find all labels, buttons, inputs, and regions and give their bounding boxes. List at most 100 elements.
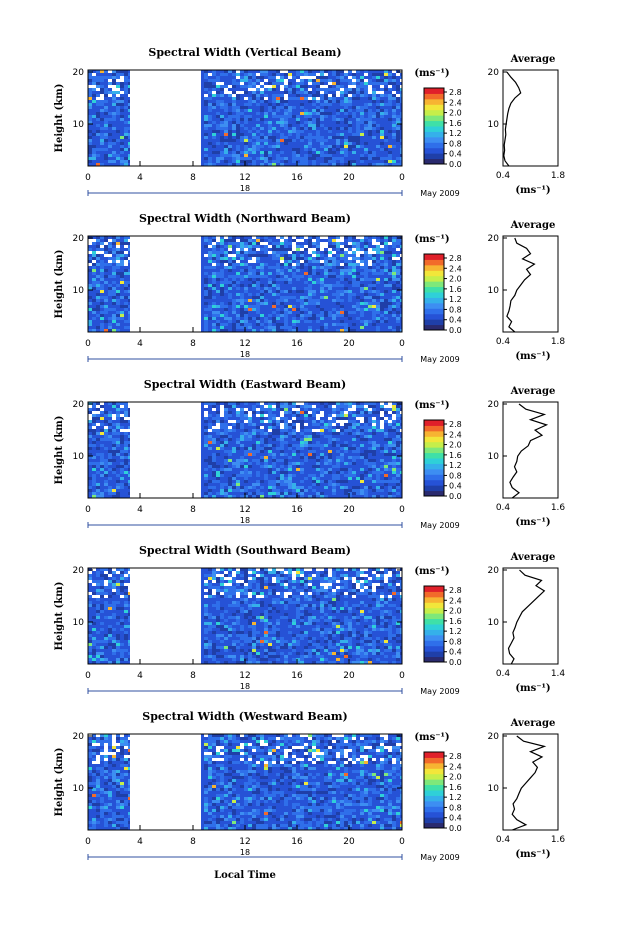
heatmap-cell xyxy=(296,661,300,664)
heatmap-cell xyxy=(228,251,232,254)
heatmap-cell xyxy=(256,305,260,308)
heatmap-cell xyxy=(300,495,304,498)
heatmap-cell xyxy=(344,329,348,332)
heatmap-cell xyxy=(244,97,248,100)
heatmap-cell xyxy=(88,97,92,100)
heatmap-cell xyxy=(340,486,344,489)
heatmap-cell xyxy=(388,82,392,85)
heatmap-cell xyxy=(396,456,400,459)
heatmap-cell xyxy=(112,272,116,275)
heatmap-cell xyxy=(204,417,208,420)
heatmap-cell xyxy=(108,595,112,598)
heatmap-cell xyxy=(108,568,112,571)
heatmap-cell xyxy=(392,405,396,408)
heatmap-cell xyxy=(108,574,112,577)
heatmap-cell xyxy=(364,323,368,326)
heatmap-cell xyxy=(284,459,288,462)
heatmap-cell xyxy=(260,450,264,453)
heatmap-cell xyxy=(300,438,304,441)
heatmap-cell xyxy=(260,643,264,646)
heatmap-cell xyxy=(276,571,280,574)
heatmap-cell xyxy=(272,284,276,287)
heatmap-cell xyxy=(320,311,324,314)
heatmap-cell xyxy=(108,462,112,465)
heatmap-cell xyxy=(320,402,324,405)
heatmap-cell xyxy=(380,91,384,94)
heatmap-cell xyxy=(120,414,124,417)
heatmap-cell xyxy=(340,248,344,251)
heatmap-cell xyxy=(400,91,402,94)
heatmap-cell xyxy=(88,242,92,245)
heatmap-cell xyxy=(112,151,116,154)
heatmap-cell xyxy=(392,489,396,492)
heatmap-cell xyxy=(256,495,260,498)
heatmap-cell xyxy=(392,284,396,287)
heatmap-cell xyxy=(256,471,260,474)
heatmap-cell xyxy=(316,408,320,411)
heatmap-cell xyxy=(304,260,308,263)
heatmap-cell xyxy=(344,260,348,263)
heatmap-cell xyxy=(252,91,256,94)
heatmap-cell xyxy=(376,474,380,477)
heatmap-cell xyxy=(368,302,372,305)
heatmap-cell xyxy=(276,269,280,272)
heatmap-cell xyxy=(360,589,364,592)
heatmap-cell xyxy=(336,619,340,622)
heatmap-cell xyxy=(360,652,364,655)
heatmap-cell xyxy=(264,447,268,450)
heatmap-cell xyxy=(372,263,376,266)
heatmap-cell xyxy=(376,649,380,652)
heatmap-cell xyxy=(292,462,296,465)
heatmap-cell xyxy=(348,495,352,498)
heatmap-cell xyxy=(336,577,340,580)
colorbar-tick-label: 1.6 xyxy=(449,617,462,626)
heatmap-cell xyxy=(100,568,104,571)
heatmap-cell xyxy=(92,616,96,619)
heatmap-cell xyxy=(400,154,402,157)
heatmap-cell xyxy=(220,284,224,287)
heatmap-cell xyxy=(276,622,280,625)
heatmap-cell xyxy=(96,592,100,595)
heatmap-cell xyxy=(88,251,92,254)
heatmap-cell xyxy=(212,453,216,456)
heatmap-cell xyxy=(204,495,208,498)
heatmap-cell xyxy=(116,272,120,275)
heatmap-cell xyxy=(388,480,392,483)
heatmap-cell xyxy=(236,616,240,619)
heatmap-cell xyxy=(368,263,372,266)
heatmap-cell xyxy=(352,474,356,477)
heatmap-cell xyxy=(328,435,332,438)
heatmap-cell xyxy=(240,637,244,640)
heatmap-cell xyxy=(280,311,284,314)
heatmap-cell xyxy=(204,583,208,586)
heatmap-cell xyxy=(344,616,348,619)
heatmap-cell xyxy=(308,94,312,97)
heatmap-cell xyxy=(248,435,252,438)
heatmap-cell xyxy=(356,417,360,420)
heatmap-cell xyxy=(340,402,344,405)
heatmap-cell xyxy=(100,314,104,317)
heatmap-cell xyxy=(124,631,128,634)
heatmap-cell xyxy=(216,254,220,257)
heatmap-cell xyxy=(376,103,380,106)
heatmap-cell xyxy=(108,154,112,157)
heatmap-cell xyxy=(228,130,232,133)
heatmap-cell xyxy=(332,625,336,628)
heatmap-cell xyxy=(292,423,296,426)
heatmap-cell xyxy=(280,94,284,97)
heatmap-cell xyxy=(96,652,100,655)
heatmap-cell xyxy=(280,118,284,121)
heatmap-cell xyxy=(120,115,124,118)
heatmap-cell xyxy=(208,296,212,299)
heatmap-cell xyxy=(284,417,288,420)
heatmap-cell xyxy=(368,260,372,263)
heatmap-cell xyxy=(372,127,376,130)
colorbar-swatch xyxy=(424,292,444,298)
heatmap-cell xyxy=(116,109,120,112)
heatmap-cell xyxy=(220,272,224,275)
x-tick-label: 12 xyxy=(239,505,250,515)
heatmap-cell xyxy=(380,571,384,574)
heatmap-cell xyxy=(372,577,376,580)
colorbar-swatch xyxy=(424,468,444,475)
heatmap-cell xyxy=(320,329,324,332)
